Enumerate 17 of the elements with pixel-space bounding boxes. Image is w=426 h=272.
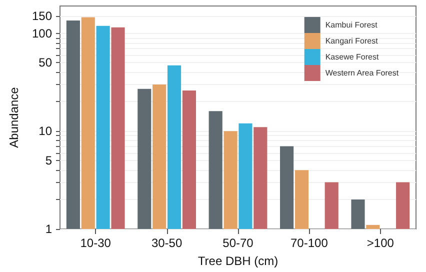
x-tick-label: >100	[366, 236, 394, 250]
y-tick-label: 1	[45, 222, 52, 236]
x-tick-label: 70-100	[290, 236, 328, 250]
legend-label: Kasewe Forest	[325, 52, 380, 62]
legend-label: Kangari Forest	[325, 36, 379, 46]
x-tick-label: 10-30	[80, 236, 112, 250]
legend-label: Western Area Forest	[325, 68, 400, 78]
x-axis-title: Tree DBH (cm)	[198, 254, 278, 268]
legend-label: Kambui Forest	[325, 20, 378, 30]
y-tick-label: 5	[45, 154, 52, 168]
y-tick-label: 100	[32, 26, 52, 40]
y-tick-label: 50	[38, 56, 52, 70]
y-tick-label: 10	[38, 124, 52, 138]
y-axis-title: Abundance	[7, 86, 21, 148]
x-tick-label: 30-50	[151, 236, 182, 250]
x-tick-label: 50-70	[222, 236, 254, 250]
y-tick-label: 150	[32, 9, 52, 24]
